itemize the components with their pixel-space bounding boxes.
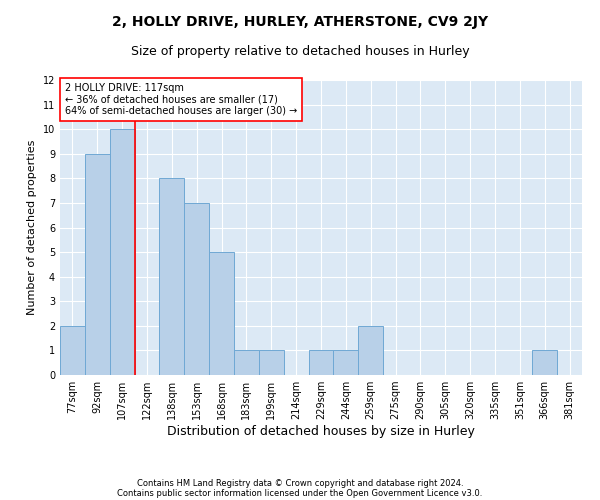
Bar bbox=[234, 350, 259, 375]
Text: Contains public sector information licensed under the Open Government Licence v3: Contains public sector information licen… bbox=[118, 488, 482, 498]
Text: 2, HOLLY DRIVE, HURLEY, ATHERSTONE, CV9 2JY: 2, HOLLY DRIVE, HURLEY, ATHERSTONE, CV9 … bbox=[112, 15, 488, 29]
Bar bbox=[85, 154, 110, 375]
Bar bbox=[259, 350, 284, 375]
Bar bbox=[60, 326, 85, 375]
Bar bbox=[532, 350, 557, 375]
Bar bbox=[110, 129, 134, 375]
Text: 2 HOLLY DRIVE: 117sqm
← 36% of detached houses are smaller (17)
64% of semi-deta: 2 HOLLY DRIVE: 117sqm ← 36% of detached … bbox=[65, 83, 298, 116]
Text: Contains HM Land Registry data © Crown copyright and database right 2024.: Contains HM Land Registry data © Crown c… bbox=[137, 478, 463, 488]
Bar bbox=[334, 350, 358, 375]
Text: Size of property relative to detached houses in Hurley: Size of property relative to detached ho… bbox=[131, 45, 469, 58]
Bar bbox=[308, 350, 334, 375]
Bar bbox=[209, 252, 234, 375]
Bar bbox=[358, 326, 383, 375]
X-axis label: Distribution of detached houses by size in Hurley: Distribution of detached houses by size … bbox=[167, 425, 475, 438]
Bar bbox=[184, 203, 209, 375]
Bar bbox=[160, 178, 184, 375]
Y-axis label: Number of detached properties: Number of detached properties bbox=[27, 140, 37, 315]
